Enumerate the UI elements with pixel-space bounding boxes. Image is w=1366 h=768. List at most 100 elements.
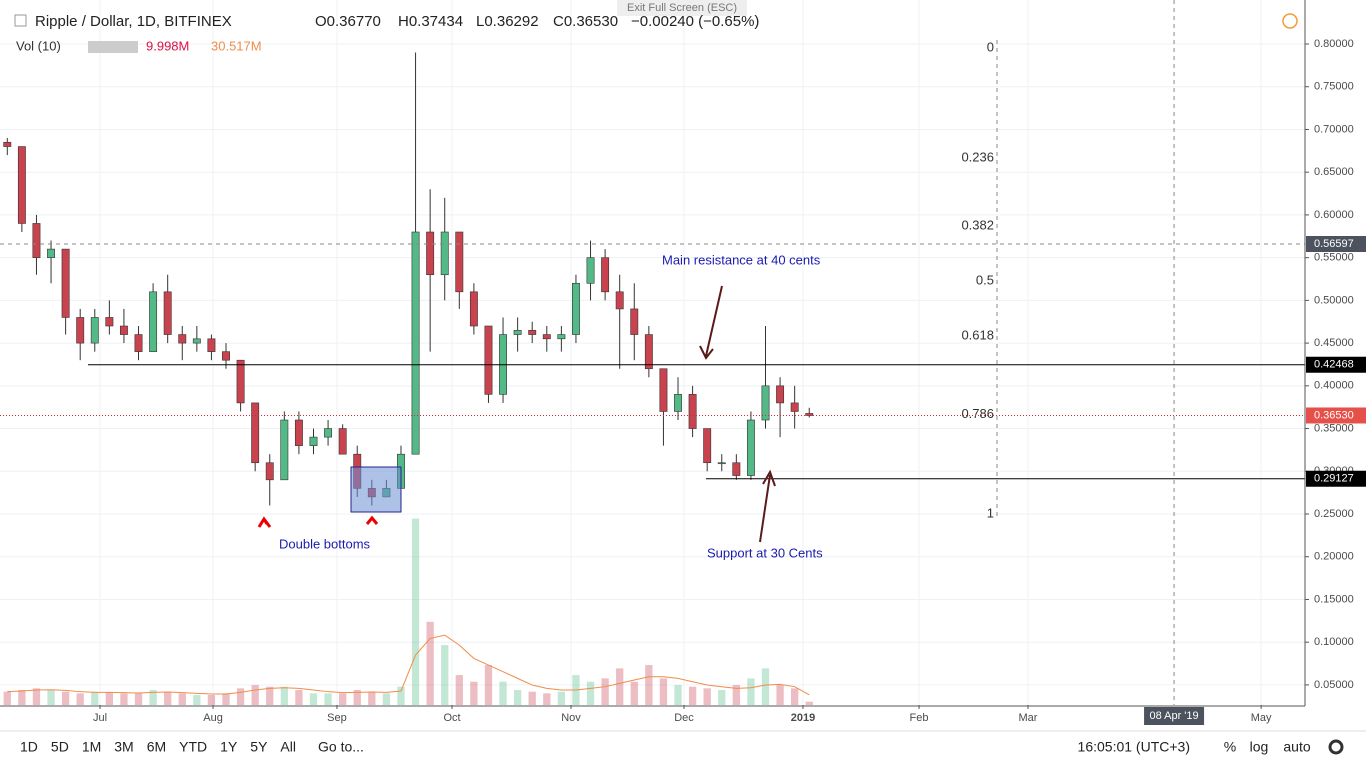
candle-body (542, 334, 551, 340)
volume-bar (339, 693, 347, 705)
clock: 16:05:01 (UTC+3) (1078, 739, 1190, 755)
bottom-marker (257, 516, 272, 528)
candle-body (61, 248, 70, 318)
volume-bar (761, 668, 770, 705)
volume-bar (382, 693, 391, 705)
volume-bar (513, 690, 522, 705)
price-label-bg (1306, 235, 1366, 252)
price-label: 0.56597 (1314, 238, 1354, 250)
candle-body (455, 231, 464, 293)
scale-option[interactable]: log (1250, 739, 1269, 755)
volume-bar (105, 692, 114, 705)
volume-bar (776, 685, 784, 705)
volume-bar (266, 686, 274, 705)
volume-bar (309, 693, 318, 705)
range-button[interactable]: 1D (20, 739, 38, 755)
candles (3, 52, 814, 506)
volume-icons[interactable] (88, 41, 138, 53)
range-button[interactable]: 6M (147, 739, 166, 755)
fib-label: 0.236 (961, 150, 994, 165)
range-button[interactable]: 5D (51, 739, 69, 755)
volume-bar (324, 693, 332, 705)
x-tick-label: 2019 (791, 712, 815, 724)
fib-label: 0.786 (961, 406, 994, 421)
chart-title[interactable]: Ripple / Dollar, 1D, BITFINEX (35, 13, 232, 30)
volume-bar (499, 681, 507, 705)
candle-body (572, 282, 580, 335)
volume-bar (688, 686, 697, 705)
candle-body (411, 231, 420, 455)
scale-option[interactable]: auto (1283, 739, 1310, 755)
price-label: 0.29127 (1314, 473, 1354, 485)
scale-option[interactable]: % (1224, 739, 1236, 755)
x-tick-label: May (1251, 712, 1272, 724)
candle-body (484, 325, 493, 395)
collapse-icon[interactable] (14, 14, 27, 27)
candle-body (528, 329, 537, 335)
range-button[interactable]: YTD (179, 739, 207, 755)
range-button[interactable]: 1M (82, 739, 101, 755)
overlays: 0 0.236 0.382 0.5 0.618 0.786 1 (0, 0, 1305, 705)
range-box (350, 466, 402, 513)
x-tick-label: Oct (443, 712, 460, 724)
settings-icon[interactable] (1328, 739, 1344, 755)
y-tick-label: 0.20000 (1314, 551, 1354, 563)
candle-body (776, 385, 785, 404)
range-button[interactable]: 5Y (250, 739, 268, 755)
volume-bar (251, 685, 259, 705)
tooltip-bg (617, 0, 747, 16)
volume-bar (484, 665, 493, 705)
volume-bar (630, 681, 638, 705)
volume-bar (601, 678, 609, 705)
volume-bar (470, 681, 478, 705)
crosshair-date: 08 Apr '19 (1149, 710, 1198, 722)
candle-body (280, 419, 289, 481)
volume-bar (295, 690, 303, 705)
volume-bar (47, 690, 55, 705)
ohlc-high: H0.37434 (398, 13, 463, 30)
volume-name[interactable]: Vol (10) (16, 38, 61, 53)
candle-body (251, 402, 260, 464)
volume-bar (426, 621, 434, 705)
ohlc-open: O0.36770 (315, 13, 381, 30)
volume-bar (659, 678, 668, 705)
crosshair-date-bg (1144, 707, 1205, 725)
price-label: 0.42468 (1314, 359, 1354, 371)
volume-bar (32, 688, 41, 705)
range-button[interactable]: 1Y (220, 739, 238, 755)
fib-label: 0.618 (961, 328, 994, 343)
volume-bar (557, 691, 566, 705)
candle-body (3, 141, 12, 147)
volume-bar (645, 665, 653, 705)
alert-icon[interactable] (1282, 13, 1298, 29)
candle-body (557, 334, 566, 340)
x-tick-label: Sep (327, 712, 347, 724)
candle-body (615, 291, 624, 310)
fib-label: 0.5 (976, 273, 994, 288)
range-button[interactable]: 3M (114, 739, 133, 755)
volume-bar (616, 668, 624, 705)
range-button[interactable]: All (280, 739, 296, 755)
candle-body (119, 325, 128, 335)
y-tick-label: 0.65000 (1314, 166, 1354, 178)
volume-ma-line (7, 634, 810, 696)
candle-body (178, 334, 187, 344)
candle-body (644, 334, 653, 370)
y-tick-label: 0.75000 (1314, 81, 1354, 93)
price-label-bg (1306, 407, 1366, 424)
volume-bar (280, 686, 288, 705)
fib-label: 0.382 (961, 218, 994, 233)
annotation: Double bottoms (279, 536, 371, 551)
y-tick-label: 0.55000 (1314, 252, 1354, 264)
volume-bar (791, 688, 799, 705)
price-label: 0.36530 (1314, 409, 1354, 421)
candle-body (324, 428, 333, 438)
candle-body (513, 329, 522, 335)
volume-bar (61, 691, 70, 705)
goto-button[interactable]: Go to... (318, 739, 364, 755)
volume-bar (91, 691, 99, 705)
candle-body (586, 257, 595, 284)
grid (0, 0, 1305, 705)
candle-body (805, 413, 814, 416)
